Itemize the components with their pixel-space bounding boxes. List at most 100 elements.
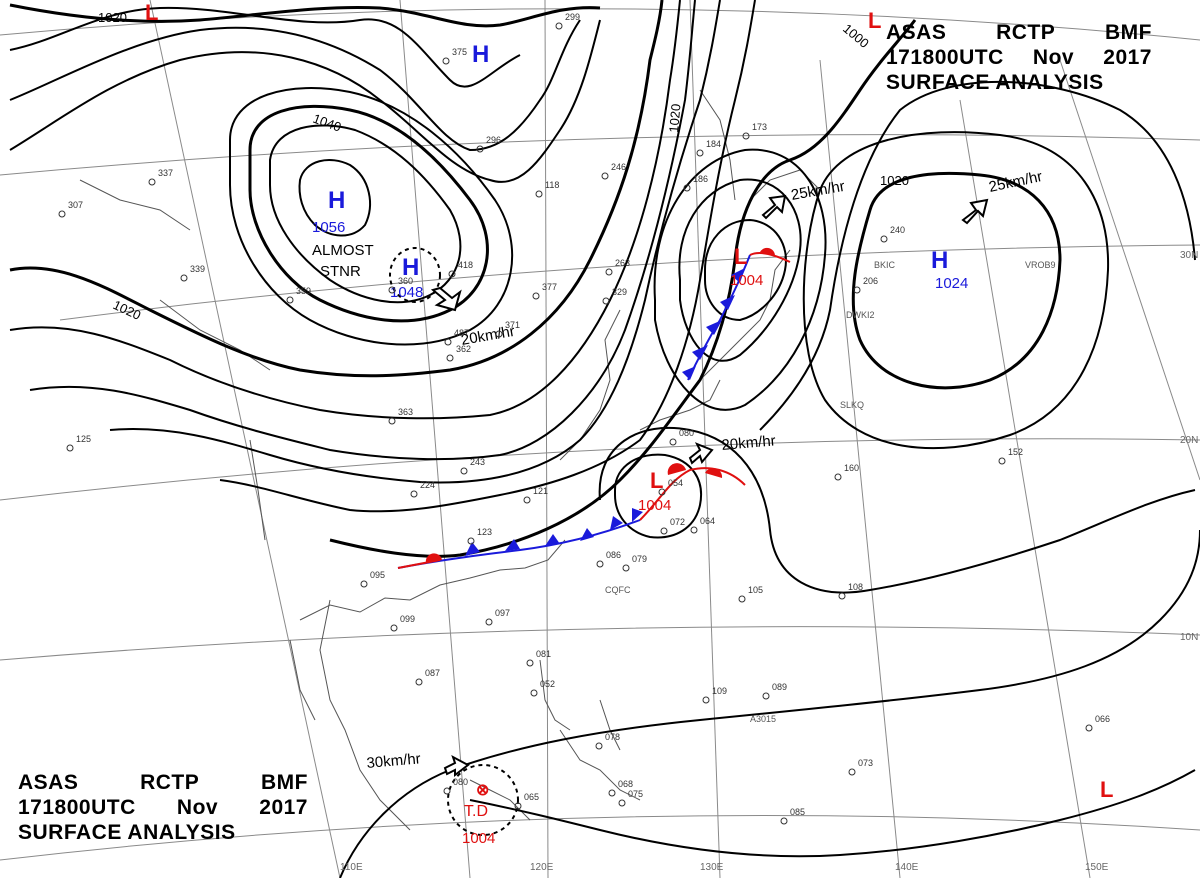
station-pressure: 184 bbox=[706, 139, 721, 149]
station-marker bbox=[605, 268, 613, 276]
station-id: A3015 bbox=[750, 714, 776, 724]
station-pressure: 109 bbox=[712, 686, 727, 696]
isobar-label: 1020 bbox=[666, 103, 683, 133]
station-id: SLKQ bbox=[840, 400, 864, 410]
station-marker bbox=[442, 57, 450, 65]
station-pressure: 375 bbox=[452, 47, 467, 57]
station-plots: 299 375 296 246 118 263 377 329 371 362 418 487 360 3… bbox=[58, 12, 1110, 825]
station-label: RCTP bbox=[140, 771, 200, 794]
motion-label: 30km/hr bbox=[366, 750, 421, 772]
isobar-label: 1020 bbox=[880, 173, 909, 188]
lon-label: 140E bbox=[895, 862, 919, 873]
station-pressure: 086 bbox=[606, 550, 621, 560]
station-marker bbox=[535, 190, 543, 198]
lon-label: 120E bbox=[530, 862, 554, 873]
station-marker bbox=[476, 145, 484, 153]
station-pressure: 362 bbox=[456, 344, 471, 354]
fronts bbox=[397, 247, 791, 569]
station-marker bbox=[780, 817, 788, 825]
station-pressure: 186 bbox=[693, 174, 708, 184]
station-marker bbox=[658, 488, 666, 496]
valid-time: 171800UTC bbox=[18, 796, 136, 819]
agency-label: ASAS bbox=[886, 21, 947, 44]
station-pressure: 078 bbox=[605, 732, 620, 742]
station-marker bbox=[742, 132, 750, 140]
agency-label: ASAS bbox=[18, 771, 79, 794]
cold-front-symbols bbox=[465, 268, 745, 556]
station-marker bbox=[1085, 724, 1093, 732]
station-pressure: 363 bbox=[398, 407, 413, 417]
station-marker bbox=[608, 789, 616, 797]
station-pressure: 299 bbox=[565, 12, 580, 22]
station-pressure: 377 bbox=[542, 282, 557, 292]
low-center-value: 1004 bbox=[638, 497, 671, 514]
station-pressure: 095 bbox=[370, 570, 385, 580]
station-marker bbox=[702, 696, 710, 704]
product-label: SURFACE ANALYSIS bbox=[18, 821, 236, 844]
isobar-label: 1020 bbox=[111, 297, 144, 323]
station-marker bbox=[514, 802, 522, 810]
station-marker bbox=[596, 560, 604, 568]
lat-label: 30N bbox=[1180, 250, 1198, 261]
isobars bbox=[9, 0, 1200, 878]
station-marker bbox=[853, 286, 861, 294]
low-center-l: L bbox=[734, 244, 747, 269]
graticule-labels: 30N 20N 10N 110E 120E 130E 140E 150E bbox=[340, 250, 1198, 873]
high-center-h: H bbox=[328, 187, 345, 214]
office-label: BMF bbox=[1105, 21, 1152, 44]
station-marker bbox=[388, 286, 396, 294]
station-marker bbox=[601, 172, 609, 180]
station-pressure: 097 bbox=[495, 608, 510, 618]
station-pressure: 081 bbox=[536, 649, 551, 659]
motion-arrows bbox=[430, 194, 989, 778]
station-pressure: 065 bbox=[524, 792, 539, 802]
station-pressure: 329 bbox=[612, 287, 627, 297]
station-marker bbox=[696, 149, 704, 157]
station-pressure: 089 bbox=[772, 682, 787, 692]
station-marker bbox=[448, 270, 456, 278]
station-pressure: 108 bbox=[848, 582, 863, 592]
station-pressure: 307 bbox=[68, 200, 83, 210]
title-block-bottom-left: ASAS RCTP BMF 171800UTC Nov 2017 SURFACE… bbox=[18, 770, 308, 845]
station-marker bbox=[467, 537, 475, 545]
motion-label: 20km/hr bbox=[721, 432, 776, 454]
station-marker bbox=[532, 292, 540, 300]
station-marker bbox=[762, 692, 770, 700]
lat-label: 10N bbox=[1180, 632, 1198, 643]
station-pressure: 243 bbox=[470, 457, 485, 467]
station-marker bbox=[523, 496, 531, 504]
station-pressure: 080 bbox=[453, 777, 468, 787]
pressure-centers: H 1056 H 1048 H H 1024 L 1004 L 1004 L L… bbox=[145, 0, 1113, 802]
station-id: VROB9 bbox=[1025, 260, 1056, 270]
year-label: 2017 bbox=[259, 796, 308, 819]
station-marker bbox=[180, 274, 188, 282]
station-pressure: 118 bbox=[545, 180, 559, 190]
high-center-value: 1024 bbox=[935, 275, 968, 292]
station-pressure: 246 bbox=[611, 162, 626, 172]
station-marker bbox=[58, 210, 66, 218]
station-pressure: 072 bbox=[670, 517, 685, 527]
td-pressure: 1004 bbox=[462, 830, 495, 847]
station-marker bbox=[690, 526, 698, 534]
office-label: BMF bbox=[261, 771, 308, 794]
low-center-l: L bbox=[650, 468, 663, 493]
station-pressure: 079 bbox=[632, 554, 647, 564]
station-pressure: 075 bbox=[628, 789, 643, 799]
month-label: Nov bbox=[1032, 46, 1075, 69]
station-pressure: 339 bbox=[190, 264, 205, 274]
station-marker bbox=[683, 184, 691, 192]
station-pressure: 099 bbox=[400, 614, 415, 624]
low-center-l: L bbox=[868, 8, 881, 33]
station-marker bbox=[880, 235, 888, 243]
station-pressure: 087 bbox=[425, 668, 440, 678]
station-marker bbox=[998, 457, 1006, 465]
station-marker bbox=[838, 592, 846, 600]
product-label: SURFACE ANALYSIS bbox=[886, 71, 1104, 94]
stationary-note: ALMOST STNR bbox=[312, 242, 374, 280]
year-label: 2017 bbox=[1103, 46, 1152, 69]
motion-label: 25km/hr bbox=[987, 168, 1044, 196]
tropical-depression: ⊗ T.D 1004 bbox=[462, 782, 495, 847]
high-center-h: H bbox=[472, 41, 489, 68]
station-marker bbox=[388, 417, 396, 425]
station-pressure: 160 bbox=[844, 463, 859, 473]
